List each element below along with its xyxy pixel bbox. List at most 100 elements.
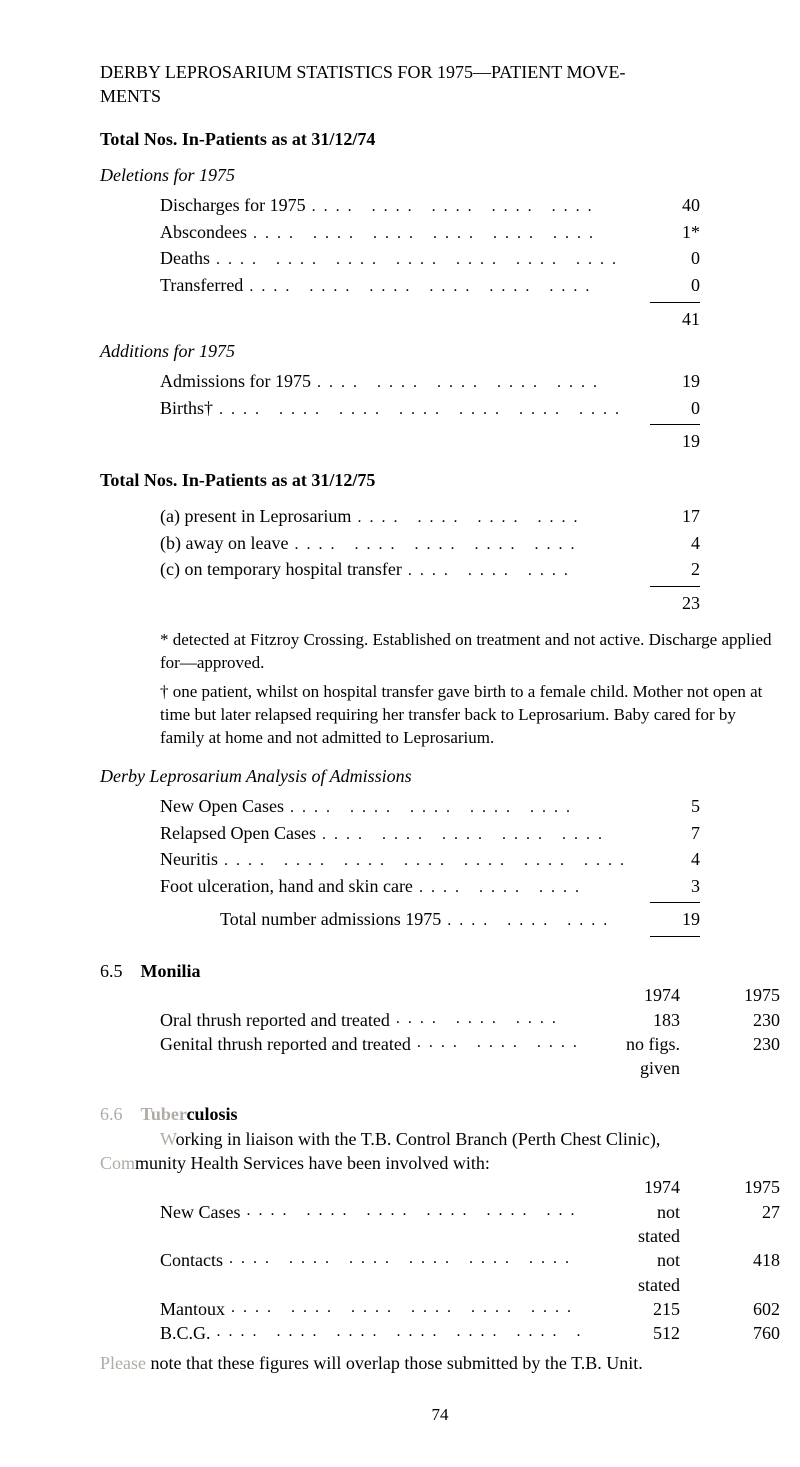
tb-intro-line2: Community Health Services have been invo…	[100, 1151, 780, 1175]
row-value: 40	[640, 193, 780, 217]
table-row: New Open Cases .... .... .... .... .... …	[160, 794, 780, 819]
total-row: 23	[160, 591, 780, 615]
row-label: New Open Cases	[160, 794, 284, 818]
row-value: 0	[640, 273, 780, 297]
row-label: Genital thrush reported and treated	[160, 1032, 411, 1056]
row-label: New Cases	[160, 1200, 240, 1224]
additions-heading: Additions for 1975	[100, 339, 780, 363]
additions-block: Admissions for 1975 .... .... .... .... …	[100, 369, 780, 453]
table-row: B.C.G. .... .... .... .... .... .... ...…	[100, 1321, 780, 1345]
row-value: 4	[640, 847, 780, 871]
row-label: Mantoux	[160, 1297, 225, 1321]
row-label: Admissions for 1975	[160, 369, 311, 393]
table-row: (a) present in Leprosarium .... .... ...…	[160, 504, 780, 529]
table-row: Relapsed Open Cases .... .... .... .... …	[160, 821, 780, 846]
tb-line1-faded: W	[160, 1129, 176, 1149]
leader-dots: .... .... .... .... .... .... ....	[213, 399, 640, 421]
year-header-row: 1974 1975	[100, 1175, 780, 1199]
val-1974: 215	[580, 1297, 680, 1321]
row-label: Discharges for 1975	[160, 193, 306, 217]
leader-dots: .... .... .... .... ....	[316, 824, 640, 846]
section-heading: 6.5 Monilia	[100, 959, 780, 983]
table-row: Genital thrush reported and treated ....…	[100, 1032, 780, 1056]
val-1974: 512	[580, 1321, 680, 1345]
section-number: 6.5	[100, 959, 136, 983]
subtotal-row: 41	[160, 307, 780, 331]
table-row: Mantoux .... .... .... .... .... .... ..…	[100, 1297, 780, 1321]
row-value: 4	[640, 531, 780, 555]
table-row: Contacts .... .... .... .... .... .... n…	[100, 1248, 780, 1272]
leader-dots: .... .... .... ....	[351, 507, 640, 529]
row-value: 7	[640, 821, 780, 845]
leader-dots: .... .... .... .... .... .... ....	[211, 1321, 580, 1345]
leader-dots: .... .... .... .... ....	[284, 797, 640, 819]
footnote-dagger: † one patient, whilst on hospital transf…	[160, 681, 780, 750]
leader-dots: .... .... .... .... .... .... ....	[210, 249, 640, 271]
rule	[650, 902, 700, 903]
title-line-1: DERBY LEPROSARIUM STATISTICS FOR 1975—PA…	[100, 62, 625, 82]
section-title-rest: culosis	[187, 1104, 238, 1124]
tb-line2: munity Health Services have been involve…	[135, 1153, 490, 1173]
row-label: B.C.G.	[160, 1321, 211, 1345]
row-label: Contacts	[160, 1248, 223, 1272]
row-label: (c) on temporary hospital transfer	[160, 557, 402, 581]
analysis-block: New Open Cases .... .... .... .... .... …	[100, 794, 780, 937]
val-1974: not	[580, 1248, 680, 1272]
deletions-block: Discharges for 1975 .... .... .... .... …	[100, 193, 780, 331]
section-title: Monilia	[141, 961, 201, 981]
analysis-total-row: Total number admissions 1975 .... .... .…	[160, 907, 780, 932]
page: DERBY LEPROSARIUM STATISTICS FOR 1975—PA…	[0, 0, 800, 1467]
tb-line1: orking in liaison with the T.B. Control …	[176, 1129, 661, 1149]
leader-dots: .... .... .... .... .... ....	[243, 276, 640, 298]
given-text: given	[580, 1056, 680, 1080]
col-1974: 1974	[580, 983, 680, 1007]
val-1974: 183	[580, 1008, 680, 1032]
leader-dots: .... .... .... .... .... .... ....	[218, 850, 640, 872]
leader-dots: .... .... .... .... .... ....	[223, 1248, 580, 1272]
row-value: 17	[640, 504, 780, 528]
row-label: Neuritis	[160, 847, 218, 871]
val-1975: 27	[680, 1200, 780, 1224]
year-header-row: 1974 1975	[100, 983, 780, 1007]
rule	[650, 424, 700, 425]
given-row: given	[100, 1056, 780, 1080]
subtitle-2: Total Nos. In-Patients as at 31/12/75	[100, 468, 780, 492]
main-title: DERBY LEPROSARIUM STATISTICS FOR 1975—PA…	[100, 60, 780, 109]
title-line-2: MENTS	[100, 86, 161, 106]
val-1975: 230	[680, 1008, 780, 1032]
additions-year: 1975	[199, 341, 235, 361]
subtitle-1: Total Nos. In-Patients as at 31/12/74	[100, 127, 780, 151]
row-label: (a) present in Leprosarium	[160, 504, 351, 528]
table-row: Neuritis .... .... .... .... .... .... .…	[160, 847, 780, 872]
table-row: Discharges for 1975 .... .... .... .... …	[160, 193, 780, 218]
leader-dots: .... .... ....	[441, 910, 640, 932]
leader-dots: .... .... ....	[390, 1008, 580, 1032]
row-value: 19	[640, 907, 780, 931]
row-value: 5	[640, 794, 780, 818]
deletions-heading: Deletions for 1975	[100, 163, 780, 187]
leader-dots: .... .... .... .... ....	[306, 196, 640, 218]
subtotal-value: 41	[640, 307, 780, 331]
subtotal-row: 19	[160, 429, 780, 453]
leader-dots: .... .... .... .... .... ....	[240, 1200, 580, 1224]
val-1975: 602	[680, 1297, 780, 1321]
section-heading: 6.6 Tuberculosis	[100, 1102, 780, 1126]
row-value: 19	[640, 369, 780, 393]
val-1974: stated	[580, 1224, 680, 1248]
footnote-star: * detected at Fitzroy Crossing. Establis…	[160, 629, 780, 675]
row-label: Transferred	[160, 273, 243, 297]
row-label: Relapsed Open Cases	[160, 821, 316, 845]
leader-dots: .... .... .... .... .... .... ....	[225, 1297, 580, 1321]
leader-dots: .... .... ....	[402, 560, 640, 582]
leader-dots: .... .... ....	[411, 1032, 580, 1056]
tb-note-rest: note that these figures will overlap tho…	[146, 1353, 643, 1373]
leader-dots: .... .... ....	[413, 877, 640, 899]
row-value: 0	[640, 246, 780, 270]
section-6-5: 6.5 Monilia 1974 1975 Oral thrush report…	[100, 959, 780, 1080]
table-row: New Cases .... .... .... .... .... .... …	[100, 1200, 780, 1224]
val-1975: 418	[680, 1248, 780, 1272]
tb-line2-faded: Com	[100, 1153, 135, 1173]
rule	[650, 936, 700, 937]
leader-dots: .... .... .... .... ....	[311, 372, 640, 394]
col-1975: 1975	[680, 983, 780, 1007]
